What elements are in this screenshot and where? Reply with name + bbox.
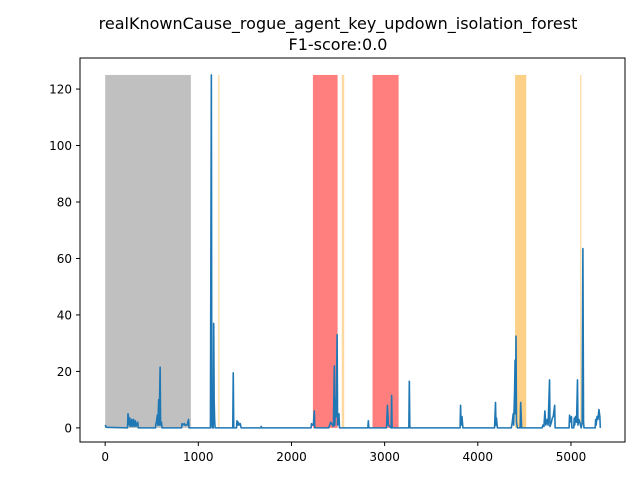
band-red-2	[372, 74, 399, 428]
x-tick-label-1000: 1000	[183, 450, 214, 464]
band-orange-7	[580, 74, 582, 428]
y-tick-label-100: 100	[49, 139, 72, 153]
series-group	[104, 74, 602, 429]
y-tick-label-80: 80	[57, 196, 72, 210]
chart-subtitle: F1-score:0.0	[289, 35, 388, 54]
y-tick-label-20: 20	[57, 365, 72, 379]
x-tick-label-0: 0	[101, 450, 109, 464]
x-tick-label-2000: 2000	[276, 450, 307, 464]
band-orange-5	[341, 74, 343, 428]
band-orange-3	[515, 74, 527, 428]
series-line-0	[104, 74, 602, 429]
y-tick-label-40: 40	[57, 308, 72, 322]
y-tick-label-0: 0	[64, 421, 72, 435]
anomaly-bands	[105, 74, 582, 428]
band-orange-6	[343, 74, 345, 428]
band-orange-4	[218, 74, 220, 428]
x-tick-label-3000: 3000	[369, 450, 400, 464]
chart-title: realKnownCause_rogue_agent_key_updown_is…	[99, 14, 578, 34]
plot-frame	[79, 57, 626, 443]
band-red-1	[312, 74, 338, 428]
band-gray-0	[105, 74, 191, 428]
y-tick-label-60: 60	[57, 252, 72, 266]
x-tick-label-4000: 4000	[463, 450, 494, 464]
x-tick-label-5000: 5000	[556, 450, 587, 464]
axes-group: 0 1000 2000 3000 4000 5000 0 20 40 60 80 100 120	[49, 57, 626, 464]
y-tick-label-120: 120	[49, 83, 72, 97]
